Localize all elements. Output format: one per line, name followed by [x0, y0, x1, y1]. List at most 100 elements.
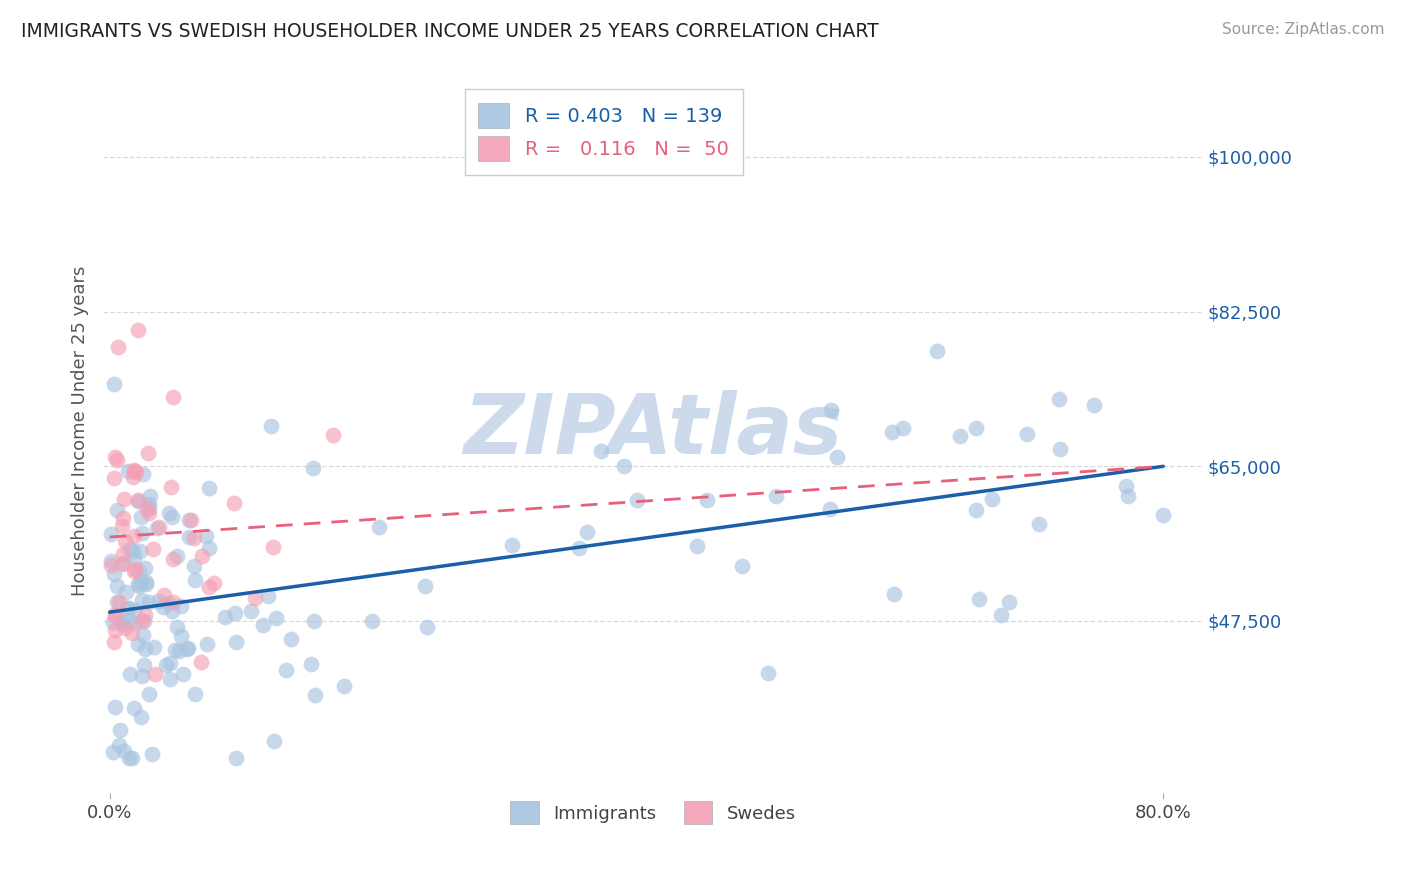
Point: [121, 751, 143, 765]
Point: [105, 595, 128, 609]
Point: [111, 617, 134, 632]
Point: [224, 606, 246, 620]
Point: [104, 699, 127, 714]
Y-axis label: Householder Income Under 25 years: Householder Income Under 25 years: [72, 266, 89, 596]
Point: [117, 600, 139, 615]
Point: [696, 492, 718, 507]
Point: [138, 446, 160, 460]
Point: [146, 521, 169, 535]
Point: [131, 574, 153, 589]
Point: [118, 751, 141, 765]
Point: [613, 459, 636, 474]
Point: [159, 657, 181, 671]
Point: [107, 340, 129, 354]
Point: [108, 595, 131, 609]
Point: [118, 666, 141, 681]
Point: [138, 595, 160, 609]
Point: [1083, 399, 1105, 413]
Point: [112, 556, 135, 570]
Point: [170, 629, 193, 643]
Point: [568, 541, 591, 556]
Text: ZIPAtlas: ZIPAtlas: [464, 391, 842, 472]
Text: IMMIGRANTS VS SWEDISH HOUSEHOLDER INCOME UNDER 25 YEARS CORRELATION CHART: IMMIGRANTS VS SWEDISH HOUSEHOLDER INCOME…: [21, 22, 879, 41]
Point: [225, 634, 247, 648]
Point: [575, 524, 598, 539]
Point: [127, 494, 149, 508]
Text: Source: ZipAtlas.com: Source: ZipAtlas.com: [1222, 22, 1385, 37]
Point: [131, 593, 153, 607]
Point: [127, 323, 149, 337]
Point: [214, 609, 236, 624]
Point: [413, 579, 436, 593]
Point: [111, 547, 134, 561]
Point: [132, 658, 155, 673]
Point: [120, 541, 142, 556]
Point: [166, 619, 188, 633]
Point: [322, 428, 344, 442]
Point: [121, 470, 143, 484]
Point: [183, 558, 205, 573]
Point: [129, 543, 152, 558]
Point: [127, 492, 149, 507]
Point: [299, 657, 322, 671]
Point: [128, 579, 150, 593]
Point: [112, 511, 135, 525]
Point: [179, 530, 201, 544]
Point: [820, 403, 842, 417]
Point: [122, 464, 145, 478]
Point: [131, 614, 153, 628]
Point: [118, 613, 141, 627]
Point: [263, 733, 285, 747]
Point: [177, 640, 200, 655]
Point: [170, 599, 193, 614]
Point: [333, 680, 356, 694]
Point: [172, 667, 194, 681]
Point: [243, 591, 266, 605]
Point: [139, 489, 162, 503]
Point: [100, 527, 122, 541]
Point: [131, 710, 153, 724]
Point: [891, 421, 914, 435]
Point: [304, 688, 326, 702]
Point: [260, 418, 283, 433]
Point: [162, 551, 184, 566]
Point: [626, 492, 648, 507]
Point: [1028, 516, 1050, 531]
Point: [276, 664, 298, 678]
Point: [111, 615, 134, 630]
Point: [114, 621, 136, 635]
Point: [756, 666, 779, 681]
Point: [143, 666, 166, 681]
Point: [103, 376, 125, 391]
Point: [104, 607, 127, 621]
Point: [416, 620, 439, 634]
Point: [194, 529, 217, 543]
Point: [501, 538, 523, 552]
Point: [134, 608, 156, 623]
Point: [162, 510, 184, 524]
Point: [112, 492, 135, 507]
Point: [104, 624, 127, 638]
Point: [159, 480, 181, 494]
Point: [101, 746, 124, 760]
Point: [198, 481, 221, 495]
Point: [176, 642, 198, 657]
Point: [125, 465, 148, 479]
Point: [129, 509, 152, 524]
Point: [1115, 479, 1137, 493]
Point: [124, 603, 146, 617]
Point: [167, 644, 190, 658]
Point: [1118, 489, 1140, 503]
Point: [105, 453, 128, 467]
Point: [184, 573, 207, 587]
Point: [159, 673, 181, 687]
Point: [115, 585, 138, 599]
Point: [1153, 508, 1175, 523]
Point: [124, 529, 146, 543]
Point: [990, 608, 1012, 623]
Point: [132, 614, 155, 628]
Point: [198, 541, 221, 555]
Point: [114, 534, 136, 549]
Point: [256, 589, 278, 603]
Point: [162, 390, 184, 404]
